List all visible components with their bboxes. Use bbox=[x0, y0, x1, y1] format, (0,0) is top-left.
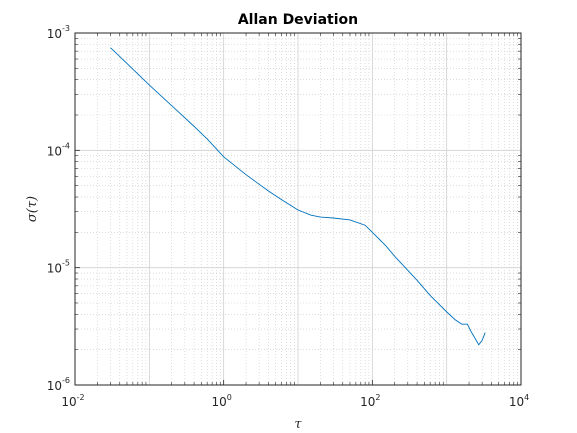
y-tick-label-base: 10 bbox=[47, 27, 62, 41]
x-tick-label: 104 bbox=[509, 393, 529, 409]
x-tick-label: 100 bbox=[211, 393, 231, 409]
x-tick-label-exponent: 2 bbox=[375, 393, 380, 402]
y-tick-labels: 10-610-510-410-3 bbox=[47, 24, 70, 393]
x-axis-label: τ bbox=[294, 417, 302, 432]
y-tick-label-exponent: -6 bbox=[62, 376, 70, 385]
y-tick-label-base: 10 bbox=[47, 379, 62, 393]
chart-title: Allan Deviation bbox=[238, 12, 358, 28]
y-tick-label: 10-4 bbox=[47, 141, 70, 158]
y-tick-label: 10-5 bbox=[47, 259, 70, 276]
y-tick-label-base: 10 bbox=[47, 262, 62, 276]
plot-area-frame bbox=[74, 32, 522, 386]
major-grid bbox=[75, 33, 521, 385]
y-tick-label-base: 10 bbox=[47, 144, 62, 158]
series-line bbox=[110, 47, 486, 346]
x-tick-label: 102 bbox=[360, 393, 380, 409]
x-tick-label-base: 10 bbox=[211, 395, 226, 409]
x-tick-label-base: 10 bbox=[61, 395, 76, 409]
y-axis-label: σ(τ) bbox=[25, 196, 40, 222]
x-tick-label-base: 10 bbox=[360, 395, 375, 409]
tick-marks bbox=[74, 32, 522, 386]
y-tick-label-exponent: -5 bbox=[62, 259, 70, 268]
x-tick-label-base: 10 bbox=[509, 395, 524, 409]
y-tick-label-exponent: -3 bbox=[62, 24, 70, 33]
x-tick-label-exponent: 4 bbox=[524, 393, 529, 402]
x-tick-label: 10-2 bbox=[61, 393, 84, 409]
y-tick-label-exponent: -4 bbox=[62, 141, 70, 150]
y-tick-label: 10-6 bbox=[47, 376, 70, 393]
x-tick-label-exponent: -2 bbox=[77, 393, 85, 402]
y-tick-label: 10-3 bbox=[47, 24, 70, 41]
x-tick-label-exponent: 0 bbox=[227, 393, 232, 402]
x-tick-labels: 10-2 100 102 104 bbox=[61, 393, 529, 409]
